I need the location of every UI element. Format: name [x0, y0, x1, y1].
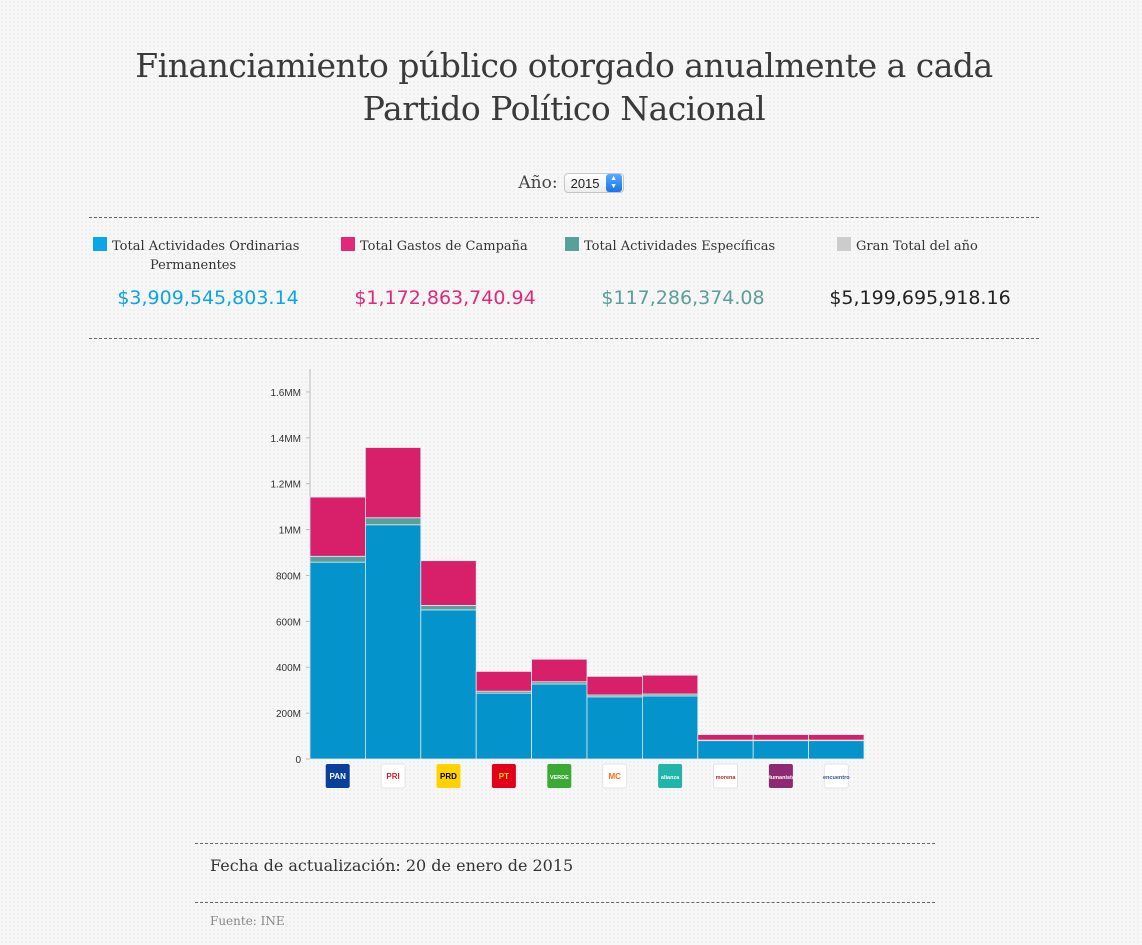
- legend-gran-total: Gran Total del año: [837, 237, 1017, 256]
- party-logo-badge: [547, 764, 572, 788]
- legend-swatch-icon: [93, 237, 107, 251]
- party-logo-badge: [713, 763, 738, 789]
- party-logo-badge: [768, 764, 793, 788]
- legend-label: Gran Total del año: [856, 239, 978, 254]
- bar-segment[interactable]: [586, 675, 643, 696]
- party-logo-icon: PRD: [436, 764, 461, 788]
- party-logo-icon: PAN: [325, 764, 350, 788]
- legend-swatch-icon: [565, 237, 579, 251]
- party-logo-badge: [658, 764, 683, 788]
- bar-segment[interactable]: [475, 692, 532, 760]
- bar-segment[interactable]: [420, 560, 477, 606]
- y-tick-label: 400M: [276, 663, 301, 674]
- y-tick-label: 1.2MM: [270, 480, 301, 491]
- select-arrows-icon: ▲ ▼: [605, 174, 622, 192]
- bar-segment[interactable]: [808, 734, 865, 741]
- party-logo-text: encuentro: [823, 775, 850, 781]
- bar-segment[interactable]: [309, 496, 366, 557]
- bar-segment[interactable]: [531, 658, 588, 683]
- legend-swatch-icon: [341, 237, 355, 251]
- value-gran-total: $5,199,695,918.16: [829, 287, 1011, 309]
- year-label: Año:: [518, 173, 558, 193]
- value-campana: $1,172,863,740.94: [354, 287, 536, 309]
- bars-group: [309, 447, 865, 760]
- bar-segment[interactable]: [420, 605, 477, 611]
- legend-campana: Total Gastos de Campaña: [341, 237, 541, 256]
- party-logo-text: PAN: [330, 772, 347, 781]
- year-select-value: 2015: [570, 175, 600, 191]
- bar-segment[interactable]: [309, 555, 366, 563]
- year-selector-row: Año: 2015 ▲ ▼: [0, 170, 1142, 196]
- bar-segment[interactable]: [697, 734, 754, 741]
- party-logo-badge: [436, 764, 461, 788]
- divider: [195, 902, 935, 903]
- value-ordinarias: $3,909,545,803.14: [117, 287, 299, 309]
- y-axis: 0 200M 400M 600M 800M 1MM 1.2MM 1.4MM 1.6MM: [270, 369, 311, 766]
- party-logo-badge: [325, 764, 350, 788]
- party-logo-badge: [491, 764, 516, 788]
- y-tick-label: 800M: [276, 571, 301, 582]
- party-logo-text: PT: [499, 772, 509, 781]
- legend-swatch-icon: [837, 237, 851, 251]
- legend-label: Total Actividades Ordinarias: [112, 239, 300, 254]
- party-logo-icon: PRI: [380, 763, 406, 789]
- bar-segment[interactable]: [309, 561, 366, 760]
- y-tick-label: 1.4MM: [270, 434, 301, 445]
- bar-segment[interactable]: [641, 674, 699, 695]
- year-select[interactable]: 2015 ▲ ▼: [563, 173, 624, 193]
- party-logo-text: Humanista: [767, 775, 796, 781]
- bar-segment[interactable]: [420, 609, 477, 760]
- party-logo-text: VERDE: [550, 775, 569, 781]
- y-tick-label: 0: [295, 755, 301, 766]
- y-tick-label: 600M: [276, 617, 301, 628]
- party-logo-text: alianza: [661, 775, 680, 781]
- bar-segment[interactable]: [808, 740, 865, 760]
- divider: [195, 843, 935, 844]
- y-tick-label: 1.6MM: [270, 388, 301, 399]
- divider: [89, 217, 1039, 218]
- summary-legend: Total Actividades Ordinarias Permanentes…: [0, 237, 1142, 327]
- source-note: Fuente: INE: [210, 914, 285, 928]
- party-logo-icon: MC: [602, 763, 628, 789]
- party-logo-icon: alianza: [658, 764, 683, 788]
- bar-segment[interactable]: [475, 671, 532, 692]
- party-logo-text: MC: [608, 772, 621, 781]
- party-logo-text: PRD: [440, 772, 457, 781]
- y-tick-label: 1MM: [279, 526, 301, 537]
- bar-segment[interactable]: [531, 683, 588, 760]
- party-logo-text: morena: [716, 775, 737, 781]
- legend-label: Total Actividades Específicas: [584, 239, 776, 254]
- party-logo-text: PRI: [386, 772, 399, 781]
- party-logo-badge: [602, 763, 628, 789]
- bar-segment[interactable]: [697, 740, 754, 760]
- y-tick-label: 200M: [276, 709, 301, 720]
- legend-especificas: Total Actividades Específicas: [565, 237, 795, 256]
- party-logo-badge: [823, 763, 849, 789]
- update-date: Fecha de actualización: 20 de enero de 2…: [210, 856, 574, 875]
- divider: [89, 338, 1039, 339]
- bar-segment[interactable]: [365, 524, 422, 760]
- party-logos: PAN PRI PRD PT VERDE MC alianza morena Humanista…: [325, 763, 850, 789]
- party-logo-icon: Humanista: [767, 764, 796, 788]
- bar-segment[interactable]: [365, 447, 422, 519]
- party-logo-icon: PT: [491, 764, 516, 788]
- bar-segment[interactable]: [752, 740, 810, 760]
- value-especificas: $117,286,374.08: [601, 287, 765, 309]
- bar-segment[interactable]: [365, 517, 422, 526]
- party-logo-icon: morena: [713, 763, 738, 789]
- party-logo-icon: VERDE: [547, 764, 572, 788]
- party-logo-icon: encuentro: [823, 763, 850, 789]
- legend-label-line2: Permanentes: [150, 258, 237, 273]
- bar-segment[interactable]: [752, 734, 810, 741]
- legend-ordinarias: Total Actividades Ordinarias Permanentes: [93, 237, 308, 275]
- party-logo-badge: [380, 763, 406, 789]
- legend-label: Total Gastos de Campaña: [360, 239, 528, 254]
- bar-segment[interactable]: [586, 696, 643, 760]
- page-title: Financiamiento público otorgado anualmen…: [135, 46, 993, 128]
- bar-segment[interactable]: [641, 695, 699, 760]
